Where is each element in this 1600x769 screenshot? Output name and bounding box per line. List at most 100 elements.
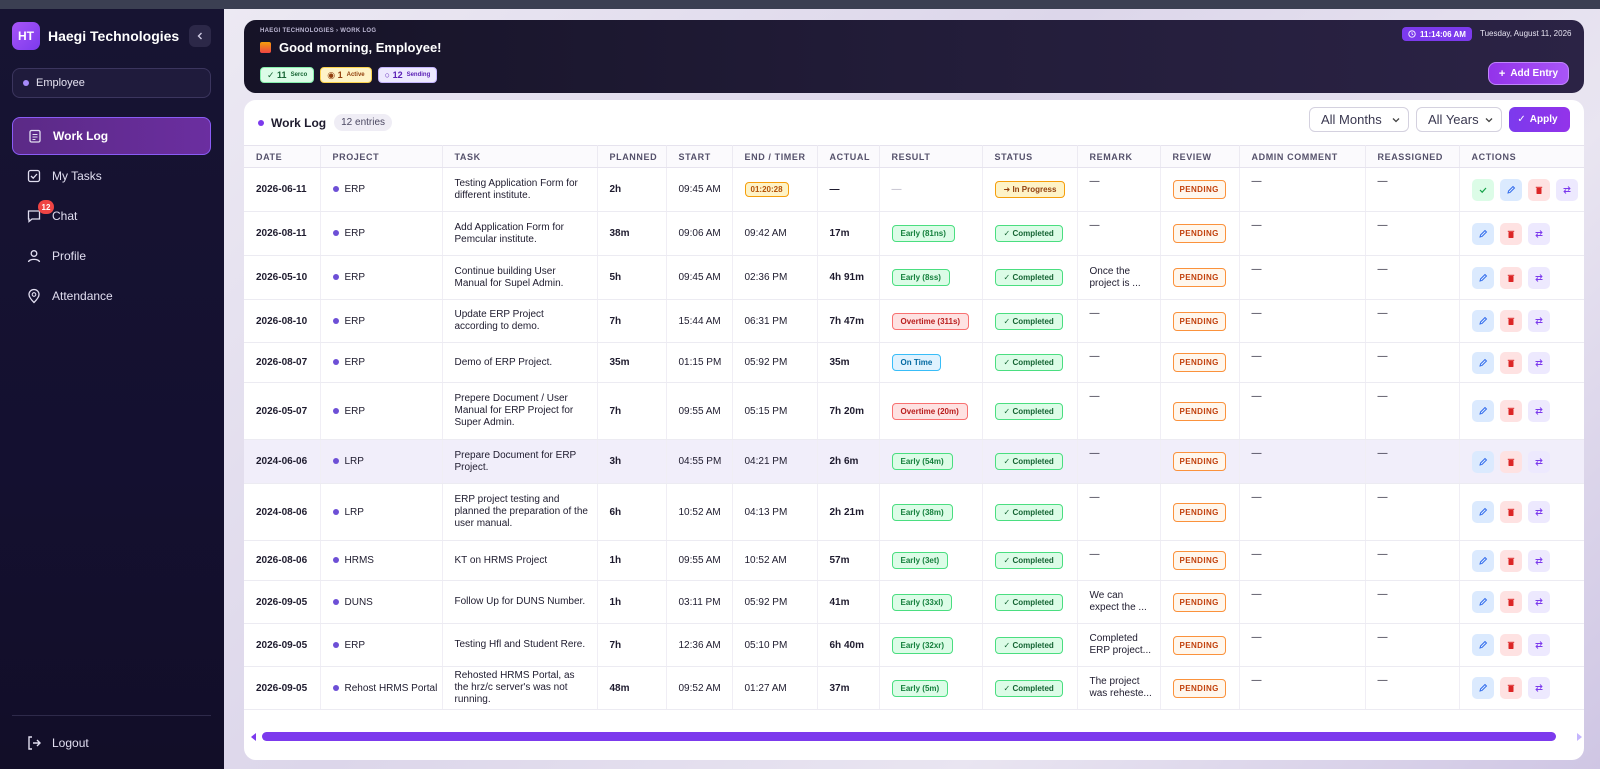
- sidebar-item-profile[interactable]: Profile: [12, 237, 211, 275]
- add-entry-button[interactable]: + Add Entry: [1488, 62, 1569, 85]
- logout-button[interactable]: Logout: [26, 735, 89, 751]
- task-cell: Rehosted HRMS Portal, as the hrz/c serve…: [442, 666, 598, 710]
- reassign-button[interactable]: [1527, 351, 1550, 374]
- result-badge: Early (54m): [891, 453, 953, 470]
- reassign-button[interactable]: [1527, 400, 1550, 422]
- table-row[interactable]: 2026-08-10 ERP Update ERP Project accordin…: [244, 299, 1584, 343]
- trash-icon: [1506, 229, 1516, 239]
- apply-button[interactable]: ✓ Apply: [1509, 107, 1570, 132]
- reassigned-cell: —: [1365, 167, 1460, 212]
- planned-cell: 48m: [597, 666, 667, 710]
- delete-button[interactable]: [1499, 549, 1522, 572]
- reassign-button[interactable]: [1527, 591, 1550, 613]
- task-cell: Demo of ERP Project.: [442, 342, 598, 383]
- project-name: LRP: [344, 456, 364, 467]
- reassign-button[interactable]: [1527, 310, 1550, 332]
- edit-button[interactable]: [1471, 450, 1494, 473]
- reassign-button[interactable]: [1527, 222, 1550, 245]
- table-row[interactable]: 2026-05-07 ERP Prepere Document / User Man…: [244, 382, 1584, 440]
- edit-button[interactable]: [1471, 310, 1494, 332]
- sidebar-item-attendance[interactable]: Attendance: [12, 277, 211, 315]
- actions-cell: [1459, 255, 1584, 300]
- delete-button[interactable]: [1499, 591, 1522, 613]
- role-selector[interactable]: Employee: [12, 68, 211, 98]
- trash-icon: [1506, 316, 1516, 326]
- status-cell: ✓ Completed: [982, 483, 1078, 541]
- review-badge: PENDING: [1172, 268, 1226, 287]
- delete-button[interactable]: [1527, 178, 1550, 201]
- task-cell: Prepare Document for ERP Project.: [442, 439, 598, 484]
- reassign-button[interactable]: [1527, 677, 1550, 699]
- reassign-button[interactable]: [1527, 450, 1550, 473]
- edit-button[interactable]: [1471, 400, 1494, 422]
- reassigned-cell: —: [1365, 211, 1460, 256]
- reassign-button[interactable]: [1527, 549, 1550, 572]
- sidebar-item-my-tasks[interactable]: My Tasks: [12, 157, 211, 195]
- project-dot-icon: [332, 508, 339, 515]
- edit-button[interactable]: [1471, 222, 1494, 245]
- review-cell: PENDING: [1160, 167, 1240, 212]
- remark-cell: —: [1077, 342, 1161, 383]
- review-cell: PENDING: [1160, 382, 1240, 440]
- planned-cell: 1h: [597, 580, 667, 624]
- row-actions: [1471, 501, 1584, 523]
- swap-icon: [1534, 406, 1544, 416]
- start-cell: 09:45 AM: [666, 255, 733, 300]
- horizontal-scrollbar[interactable]: [262, 732, 1556, 741]
- delete-button[interactable]: [1499, 222, 1522, 245]
- table-row[interactable]: 2026-08-06 HRMS KT on HRMS Project 1h 09:55 …: [244, 540, 1584, 581]
- project-cell: DUNS: [320, 580, 443, 624]
- table-row[interactable]: 2026-05-10 ERP Continue building User Manu…: [244, 255, 1584, 300]
- result-cell: Early (5m): [879, 666, 983, 710]
- end-time: 10:52 AM: [744, 555, 787, 566]
- month-select[interactable]: All Months: [1309, 107, 1409, 132]
- end-time: 05:15 PM: [744, 405, 788, 417]
- edit-button[interactable]: [1471, 351, 1494, 374]
- review-badge: PENDING: [1172, 311, 1226, 331]
- delete-button[interactable]: [1499, 501, 1522, 523]
- table-row[interactable]: 2026-08-11 ERP Add Application Form for Pe…: [244, 211, 1584, 256]
- admin-comment-cell: —: [1239, 623, 1366, 667]
- table-row[interactable]: 2026-08-07 ERP Demo of ERP Project. 35m 01:1…: [244, 342, 1584, 383]
- delete-button[interactable]: [1499, 400, 1522, 422]
- delete-button[interactable]: [1499, 634, 1522, 656]
- status-label: Completed: [1012, 556, 1054, 565]
- delete-button[interactable]: [1499, 677, 1522, 699]
- edit-button[interactable]: [1499, 178, 1522, 201]
- collapse-sidebar-button[interactable]: [189, 25, 211, 47]
- logout-icon: [28, 736, 41, 750]
- scroll-left-icon[interactable]: [249, 732, 259, 742]
- reassign-button[interactable]: [1527, 634, 1550, 656]
- complete-button[interactable]: [1471, 178, 1494, 201]
- reassign-button[interactable]: [1527, 266, 1550, 289]
- edit-button[interactable]: [1471, 549, 1494, 572]
- table-row[interactable]: 2026-09-05 ERP Testing Hfl and Student Rer…: [244, 623, 1584, 667]
- reassign-button[interactable]: [1527, 501, 1550, 523]
- delete-button[interactable]: [1499, 310, 1522, 332]
- row-actions: [1471, 450, 1584, 473]
- sidebar-item-work-log[interactable]: Work Log: [12, 117, 211, 155]
- header-banner: HAEGI TECHNOLOGIES › WORK LOG Good morni…: [244, 20, 1584, 93]
- table-row[interactable]: 2024-06-06 LRP Prepare Document for ERP Pr…: [244, 439, 1584, 484]
- actual-cell: 35m: [817, 342, 880, 383]
- status-cell: ✓ Completed: [982, 342, 1078, 383]
- project-dot-icon: [332, 641, 339, 648]
- scroll-right-icon[interactable]: [1574, 732, 1584, 742]
- edit-button[interactable]: [1471, 591, 1494, 613]
- task-cell: Update ERP Project according to demo.: [442, 299, 598, 343]
- edit-button[interactable]: [1471, 677, 1494, 699]
- planned-cell: 38m: [597, 211, 667, 256]
- edit-button[interactable]: [1471, 266, 1494, 289]
- reassign-button[interactable]: [1555, 178, 1578, 201]
- table-row[interactable]: 2024-08-06 LRP ERP project testing and pla…: [244, 483, 1584, 541]
- delete-button[interactable]: [1499, 450, 1522, 473]
- sidebar-item-chat[interactable]: Chat 12: [12, 197, 211, 235]
- year-select[interactable]: All Years: [1416, 107, 1502, 132]
- table-row[interactable]: 2026-09-05 Rehost HRMS Portal Rehosted HRM…: [244, 666, 1584, 710]
- delete-button[interactable]: [1499, 266, 1522, 289]
- table-row[interactable]: 2026-06-11 ERP Testing Application Form fo…: [244, 167, 1584, 212]
- edit-button[interactable]: [1471, 501, 1494, 523]
- table-row[interactable]: 2026-09-05 DUNS Follow Up for DUNS Number.…: [244, 580, 1584, 624]
- edit-button[interactable]: [1471, 634, 1494, 656]
- delete-button[interactable]: [1499, 351, 1522, 374]
